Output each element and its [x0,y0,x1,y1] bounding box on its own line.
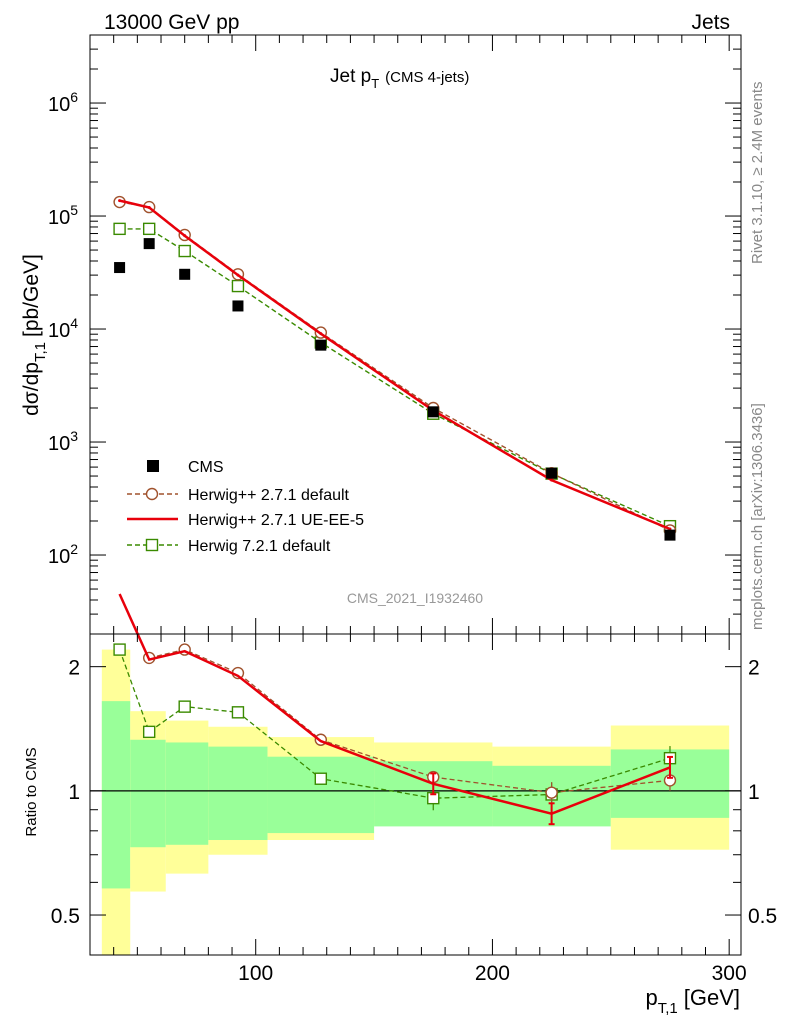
uncertainty-band-inner [130,739,166,848]
ratio-panel: 0.5 0.5 1 1 2 2 100 200 300 Ratio to CMS pT,1 [Ge… [23,593,777,1017]
ratio-herwig721-marker [113,643,126,656]
rivet-label: Rivet 3.1.10, ≥ 2.4M events [749,82,766,265]
cms-data-point [664,529,676,541]
ratio-frame [89,633,742,956]
series-herwigpp-default-line [119,201,671,532]
header-left: 13000 GeV pp [104,11,239,34]
ratio-y-tick-label-right: 1 [748,781,760,804]
y-tick-label-exp: 2 [70,541,78,557]
ratio-y-tick-label-right: 0.5 [748,905,777,928]
y-tick-label-base: 10 [48,433,70,455]
cms-data-point [143,238,155,250]
ratio-herwig721-marker [142,725,156,739]
x-tick-label: 100 [238,962,273,985]
herwigpp-ueee5-point [147,205,151,209]
herwigpp-ueee5-point [319,332,323,336]
mcplots-label: mcplots.cern.ch [arXiv:1306.3436] [749,403,766,630]
legend-herwig721-marker [145,538,159,552]
header-right: Jets [691,11,730,34]
watermark: CMS_2021_I1932460 [347,590,483,606]
main-marks [113,195,677,541]
herwigpp-ueee5-point [118,199,122,203]
y-axis-label-unit: [pb/GeV] [20,254,43,337]
herwig721-marker [231,279,245,293]
ratio-bands [90,649,741,955]
ratio-y-label: Ratio to CMS [23,747,40,836]
y-tick-label: 102 [48,541,78,568]
y-tick-label-base: 10 [48,207,70,229]
plot-title: Jet pT (CMS 4-jets) [330,66,469,91]
cms-data-point [315,339,327,351]
ratio-herwigpp-default-marker [545,786,558,799]
ratio-y-tick-label-left: 1 [68,781,80,804]
legend-label: Herwig 7.2.1 default [188,538,331,555]
ratio-herwig721-marker [314,772,328,785]
y-tick-label-exp: 5 [70,202,78,218]
herwigpp-ueee5-point [550,478,554,482]
y-tick-label: 106 [48,89,78,116]
ratio-herwig721-marker [231,706,245,719]
x-axis-label: pT,1 [GeV] [645,985,740,1017]
legend-label: CMS [188,459,224,476]
legend-label: Herwig++ 2.7.1 default [188,487,350,504]
y-axis-label-main: dσ/dp [20,362,43,416]
cms-data-point [179,268,191,280]
ratio-marks [113,593,677,826]
x-axis-label-main: p [645,985,657,1010]
legend-label: Herwig++ 2.7.1 UE-EE-5 [188,512,364,529]
uncertainty-band-inner [165,742,209,845]
y-axis-label-sub: T,1 [32,342,49,362]
herwigpp-ueee5-point [236,273,240,277]
y-tick-label: 104 [48,315,78,342]
ratio-y-tick-label-right: 2 [748,657,760,680]
herwigpp-ueee5-point [183,234,187,238]
legend-herwigpp-default-marker [145,487,159,501]
y-axis-label: dσ/dpT,1 [pb/GeV] [20,254,49,416]
x-tick-label: 200 [475,962,510,985]
x-tick-label: 300 [712,962,747,985]
y-tick-label-base: 10 [48,546,70,568]
x-axis-label-unit: [GeV] [684,985,740,1010]
plot-title-extra: (CMS 4-jets) [385,69,469,86]
uncertainty-band-inner [208,746,268,841]
x-axis-label-sub: T,1 [658,1000,678,1017]
y-tick-label-base: 10 [48,94,70,116]
series-herwig721-line [119,228,671,527]
herwig721-marker [113,222,126,236]
cms-data-point [427,406,439,418]
cms-data-point [232,300,244,312]
series-herwigpp-ueee5-line [119,199,671,531]
legend: CMS Herwig++ 2.7.1 default Herwig++ 2.7.1 … [127,459,364,555]
ratio-herwig721-marker [178,700,191,713]
y-tick-label-exp: 3 [70,428,78,444]
y-tick-label: 105 [48,202,78,229]
uncertainty-band-inner [267,756,375,834]
plot-title-sub: T [371,76,379,91]
herwig721-marker [178,244,191,258]
y-tick-label: 103 [48,428,78,455]
legend-cms-marker [147,460,159,472]
cms-data-point [114,262,126,274]
ratio-axes: 0.5 0.5 1 1 2 2 100 200 300 [51,634,777,985]
ratio-y-tick-label-left: 2 [68,657,80,680]
uncertainty-band-inner [101,701,131,889]
y-tick-label-exp: 6 [70,89,78,105]
y-tick-label-base: 10 [48,320,70,342]
plot-title-main: Jet p [330,66,371,87]
herwig721-marker [142,222,156,236]
ratio-y-tick-label-left: 0.5 [51,905,80,928]
cms-data-point [546,467,558,479]
ratio-herwigpp-ueee5-line [118,593,671,816]
y-tick-label-exp: 4 [70,315,78,331]
